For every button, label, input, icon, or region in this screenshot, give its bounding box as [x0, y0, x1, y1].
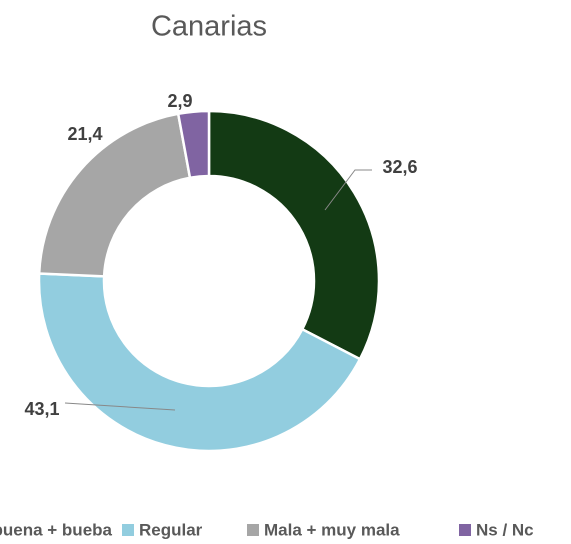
legend-swatch — [459, 524, 471, 536]
data-label: 32,6 — [382, 157, 417, 177]
legend-label: Regular — [139, 520, 203, 539]
donut-slice — [207, 109, 381, 361]
chart-title: Canarias — [151, 11, 267, 43]
data-label: 43,1 — [24, 399, 59, 419]
legend-label: Muy buena + bueba — [0, 520, 113, 539]
legend-swatch — [122, 524, 134, 536]
donut-slice — [37, 112, 192, 278]
legend-swatch — [247, 524, 259, 536]
legend-label: Mala + muy mala — [264, 520, 400, 539]
donut-slice — [176, 109, 211, 180]
data-label: 2,9 — [167, 91, 192, 111]
data-label: 21,4 — [67, 124, 102, 144]
leader-line — [64, 402, 176, 411]
leader-line — [324, 169, 372, 211]
legend-label: Ns / Nc — [476, 520, 534, 539]
